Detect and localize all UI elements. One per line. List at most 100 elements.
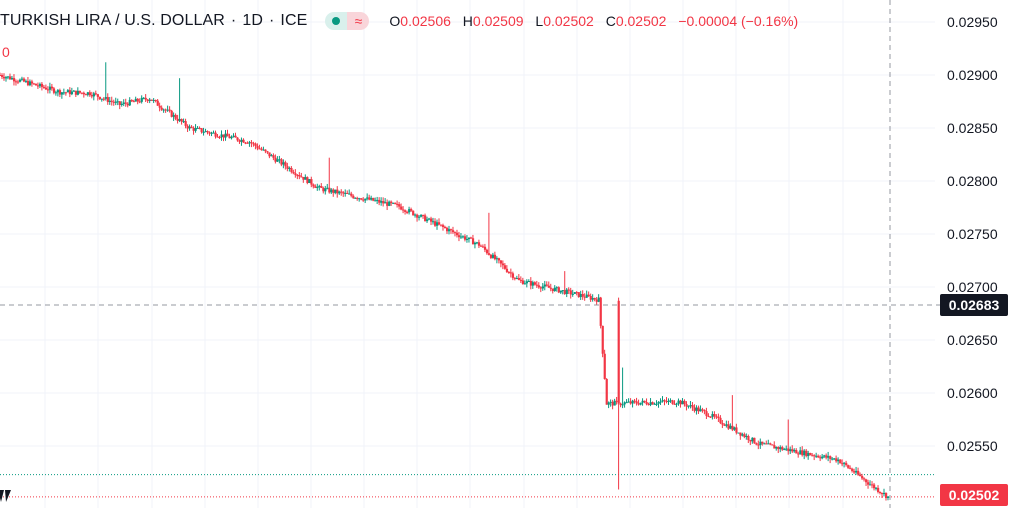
candle (126, 102, 129, 108)
candle (270, 153, 273, 157)
candle-body (338, 191, 341, 194)
candle (108, 96, 111, 105)
candle (88, 90, 91, 97)
candle-body (571, 293, 574, 295)
candle-body (306, 177, 309, 183)
candle (396, 200, 399, 208)
candle-body (366, 197, 369, 199)
candle-body (613, 400, 616, 406)
candle (663, 399, 666, 406)
candle (150, 99, 153, 101)
candle-body (867, 482, 870, 485)
candle-body (158, 105, 161, 108)
title-separator: · (230, 12, 237, 29)
candle-body (264, 149, 267, 152)
status-pill[interactable]: ≈ (325, 12, 370, 30)
candle (641, 398, 644, 406)
wave-icon[interactable]: ≈ (347, 12, 370, 30)
candle-body (318, 186, 321, 188)
candle-body (483, 246, 487, 250)
candle (370, 195, 373, 201)
candle (104, 62, 107, 101)
candle (785, 445, 788, 451)
candle-body (885, 492, 888, 498)
candle-body (406, 211, 409, 213)
symbol-title[interactable]: TURKISH LIRA / U.S. DOLLAR · 1D · ICE (0, 12, 307, 30)
candle-body (32, 83, 36, 85)
candle-body (8, 76, 12, 80)
candle (350, 191, 353, 198)
candle (294, 169, 297, 178)
candle (831, 456, 834, 461)
candle (615, 396, 618, 405)
green-dot-icon (332, 17, 341, 25)
candle (765, 440, 768, 445)
candle-body (549, 287, 552, 289)
candle (457, 231, 461, 242)
candle-body (497, 258, 501, 261)
candle (94, 90, 97, 96)
candle (170, 109, 173, 118)
candle (705, 407, 708, 420)
candle-body (258, 148, 261, 150)
candle-body (661, 400, 664, 402)
candle-body (791, 449, 794, 452)
candle (513, 277, 517, 281)
candle (304, 174, 307, 180)
candle-body (86, 92, 90, 95)
candle (561, 290, 564, 295)
candle-body (206, 131, 209, 133)
candle-body (749, 440, 752, 442)
candle (685, 401, 688, 411)
candle (667, 398, 670, 405)
candle-body (693, 407, 696, 411)
candle-body (609, 401, 612, 403)
candle-body (711, 414, 714, 417)
candle (224, 130, 227, 141)
candle (473, 241, 477, 249)
candle (745, 433, 748, 440)
candle-body (154, 100, 157, 102)
candle-body (184, 121, 187, 126)
candle-body (110, 100, 113, 102)
candle (76, 87, 80, 96)
candle (487, 212, 491, 256)
candle-body (252, 143, 255, 145)
tradingview-logo-icon[interactable] (0, 486, 14, 506)
candle (246, 141, 249, 144)
candle-body (599, 297, 602, 326)
candle-body (575, 292, 578, 294)
candle (230, 135, 233, 140)
price-tick-label: 0.02700 (947, 279, 998, 295)
candle-body (677, 400, 680, 404)
candle-body (324, 188, 327, 192)
candle (194, 124, 197, 133)
candle-body (715, 416, 718, 418)
candle (631, 399, 634, 408)
candle-body (342, 192, 345, 194)
candle (645, 398, 648, 406)
candle-body (503, 265, 507, 269)
price-tick-label: 0.02850 (947, 120, 998, 136)
open-label: O (389, 13, 401, 29)
exchange-label: ICE (280, 12, 308, 29)
candle (376, 196, 379, 205)
candle (699, 405, 702, 412)
candle-body (625, 402, 628, 404)
candle (557, 286, 560, 294)
candle-body (811, 455, 814, 457)
candle (759, 438, 762, 449)
candle-body (657, 401, 660, 404)
candle (0, 73, 4, 80)
candle (643, 400, 646, 404)
candle (436, 219, 439, 230)
candle (801, 446, 804, 457)
candle (559, 290, 562, 294)
candle-body (170, 110, 173, 117)
candle-body (841, 463, 844, 465)
candle-body (284, 162, 287, 167)
candle-body (659, 401, 662, 403)
candle (879, 491, 882, 495)
candle-body (396, 203, 399, 205)
